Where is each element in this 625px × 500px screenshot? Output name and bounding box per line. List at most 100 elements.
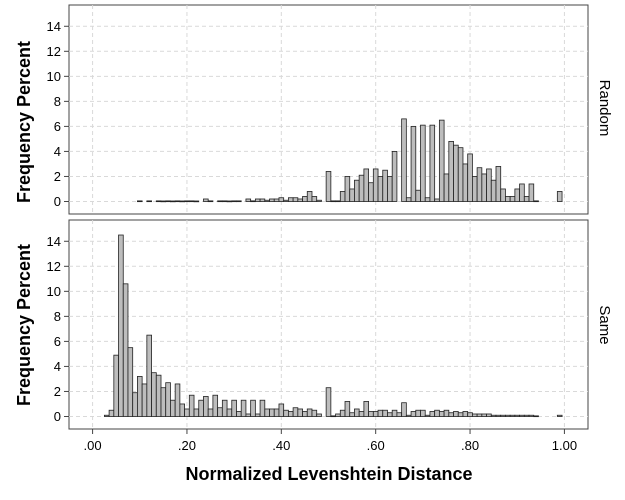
histogram-bar [254, 413, 261, 417]
histogram-bar [103, 414, 110, 417]
y-axis-title-random: Frequency Percent [14, 41, 34, 203]
histogram-bar [259, 198, 266, 202]
histogram-bar [226, 200, 233, 203]
histogram-bar [523, 414, 530, 417]
histogram-bar [472, 413, 478, 417]
y-tick-label: 8 [54, 309, 61, 324]
histogram-bar [217, 200, 223, 203]
histogram-bar [382, 169, 388, 202]
histogram-bar [457, 412, 464, 417]
y-tick-label: 12 [47, 44, 61, 59]
histogram-bar [302, 411, 308, 417]
x-tick-label: .80 [461, 438, 479, 453]
histogram-bar [391, 151, 398, 202]
histogram-bar [443, 409, 450, 417]
histogram-bar [429, 411, 436, 417]
histogram-bar [297, 408, 303, 417]
histogram-bar [429, 124, 436, 202]
histogram-bar [236, 411, 242, 417]
histogram-bar [339, 191, 346, 202]
histogram-bar [198, 399, 204, 417]
histogram-bar [212, 394, 219, 417]
histogram-bar [514, 414, 520, 417]
histogram-bar [127, 347, 134, 417]
histogram-bar [490, 414, 497, 417]
histogram-bar [316, 413, 322, 417]
y-tick-label: 2 [54, 384, 61, 399]
histogram-bar [486, 168, 492, 202]
panel-same: 0 2 4 6 8 10 12 14 [47, 219, 589, 430]
histogram-bar [472, 176, 478, 202]
histogram-bar [221, 200, 228, 203]
histogram-bar [509, 196, 516, 202]
histogram-bar [226, 408, 233, 417]
histogram-bar [179, 200, 185, 203]
histogram-bar [146, 200, 152, 203]
histogram-bar [453, 144, 459, 202]
histogram-bar [287, 197, 294, 202]
y-tick-label: 0 [54, 194, 61, 209]
histogram-bar [141, 383, 148, 417]
histogram-bar [401, 402, 407, 417]
histogram-bar [193, 200, 200, 203]
histogram-bar [283, 199, 289, 202]
histogram-bar [283, 409, 289, 417]
x-tick-label: .00 [84, 438, 102, 453]
histogram-bar [264, 199, 270, 202]
y-tick-label: 10 [47, 69, 61, 84]
x-axis-title: Normalized Levenshtein Distance [185, 464, 472, 484]
histogram-bar [438, 411, 445, 417]
histogram-bar [292, 197, 299, 202]
x-tick-label: .40 [272, 438, 290, 453]
strip-label-same: Same [596, 305, 613, 344]
histogram-bar [486, 413, 492, 417]
histogram-bar [170, 399, 176, 417]
y-tick-label: 4 [54, 144, 61, 159]
strip-label-random: Random [596, 80, 613, 137]
histogram-bar [250, 200, 256, 203]
histogram-bar [132, 392, 138, 417]
histogram-bar [505, 196, 511, 202]
histogram-bar [523, 196, 530, 202]
histogram-bar [184, 408, 190, 417]
histogram-bar [160, 200, 167, 203]
histogram-bar [467, 412, 473, 417]
histogram-bar [339, 409, 346, 417]
y-tick-label: 12 [47, 259, 61, 274]
histogram-bar [278, 403, 285, 417]
histogram-bar [264, 408, 270, 417]
y-tick-label: 14 [47, 234, 61, 249]
histogram-bar [155, 374, 162, 417]
histogram-bar [481, 413, 487, 417]
histogram-bar [165, 382, 171, 417]
histogram-bar [302, 196, 308, 202]
histogram-bar [273, 198, 280, 202]
histogram-bar [420, 124, 426, 202]
histogram-bar [410, 125, 417, 202]
histogram-bar [335, 413, 341, 417]
histogram-bar [462, 411, 469, 417]
histogram-bar [174, 200, 181, 203]
histogram-bar [170, 200, 176, 203]
histogram-bar [306, 408, 313, 417]
histogram-bar [113, 354, 119, 417]
histogram-bar [401, 118, 407, 202]
histogram-bar [434, 198, 440, 202]
histogram-bar [519, 414, 525, 417]
histogram-bar [495, 414, 502, 417]
histogram-bar [165, 200, 171, 203]
histogram-bar [500, 414, 506, 417]
histogram-bar [250, 399, 256, 417]
histogram-bar [415, 409, 421, 417]
histogram-bar [410, 411, 417, 417]
histogram-bar [245, 413, 252, 417]
histogram-bar [297, 198, 303, 202]
histogram-bar [377, 409, 384, 417]
histogram-bar [325, 387, 332, 417]
histogram-bar [188, 394, 195, 417]
histogram-bar [349, 188, 355, 202]
histogram-bar [476, 167, 483, 202]
histogram-bar [160, 387, 167, 417]
histogram-bar [509, 414, 516, 417]
histogram-bar [533, 200, 539, 203]
